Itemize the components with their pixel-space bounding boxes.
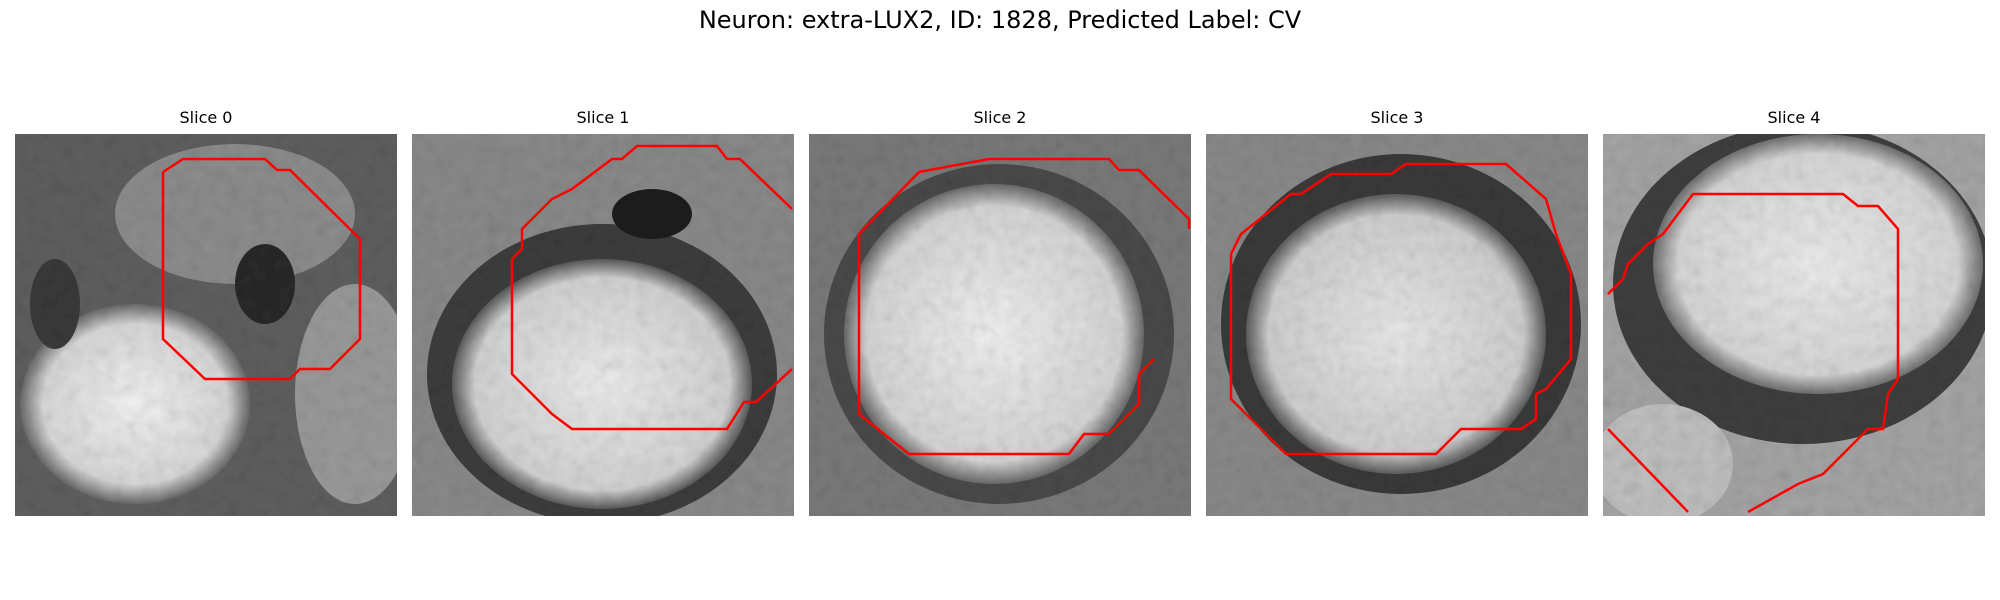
panel-title: Slice 2: [973, 108, 1027, 127]
contour-line: [510, 144, 793, 339]
slice-image: [412, 134, 794, 516]
panel-slice-3: Slice 3: [1206, 108, 1588, 516]
contour-line: [1607, 428, 1689, 513]
contour-line: [161, 157, 362, 381]
contour-line: [1607, 192, 1900, 514]
panel-slice-2: Slice 2: [809, 108, 1191, 516]
contour-line: [1229, 162, 1573, 456]
panel-title: Slice 0: [179, 108, 233, 127]
figure-title: Neuron: extra-LUX2, ID: 1828, Predicted …: [698, 6, 1302, 34]
slice-image: [1206, 134, 1588, 516]
slice-image: [1603, 134, 1985, 516]
slice-image: [15, 134, 397, 516]
contour-line: [510, 339, 793, 431]
slice-image: [809, 134, 1191, 516]
panel-slice-0: Slice 0: [15, 108, 397, 516]
panel-title: Slice 1: [576, 108, 630, 127]
panel-title: Slice 3: [1370, 108, 1424, 127]
panel-slice-1: Slice 1: [412, 108, 794, 516]
panel-title: Slice 4: [1767, 108, 1821, 127]
contour-line: [918, 157, 1191, 229]
panel-slice-4: Slice 4: [1603, 108, 1985, 516]
contour-line: [857, 171, 1155, 456]
